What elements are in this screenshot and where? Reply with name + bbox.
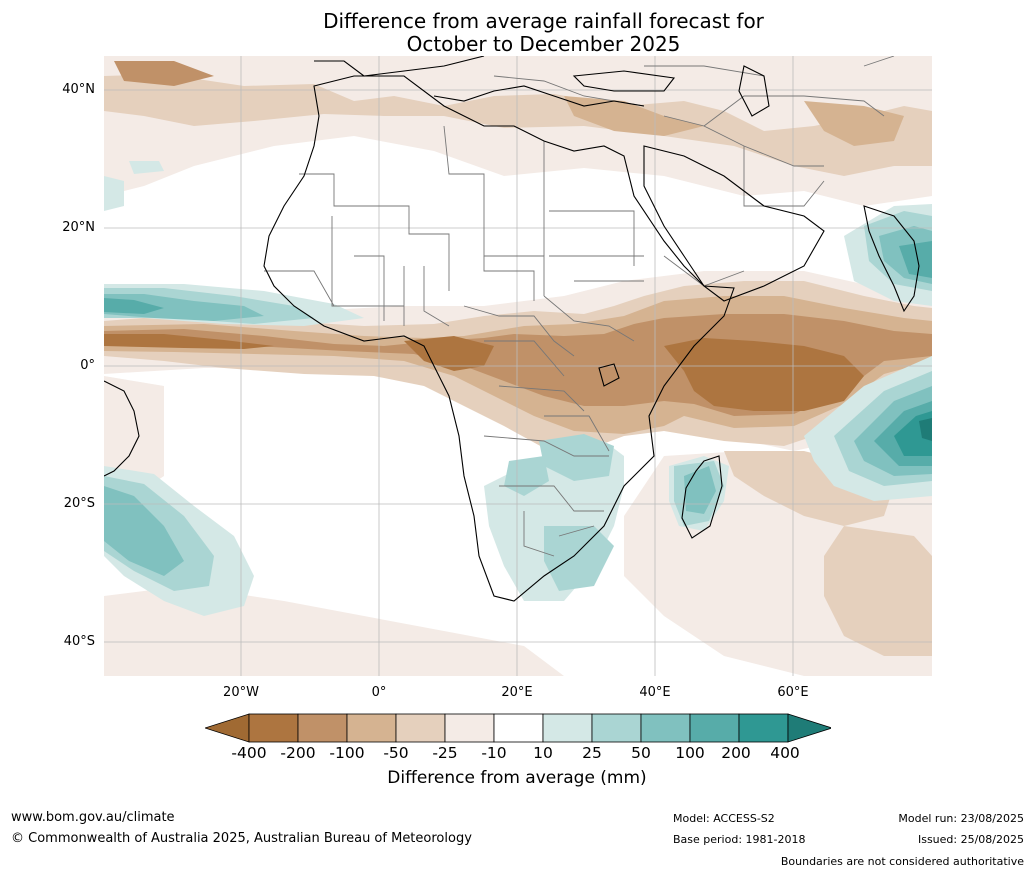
boundaries-disclaimer: Boundaries are not considered authoritat…	[780, 855, 1024, 868]
website-link[interactable]: www.bom.gov.au/climate	[11, 810, 175, 825]
south-america-coastline	[104, 380, 140, 477]
legend-tick: -400	[231, 744, 267, 762]
anomaly-dry-200-indian-ocean	[664, 338, 864, 411]
legend-swatch	[640, 713, 691, 743]
mediterranean-coastline	[433, 85, 645, 107]
wet-anomaly-regions	[104, 161, 932, 616]
anomaly-wet-50-atlantic-north	[104, 294, 264, 321]
anomaly-wet-10-north-patch	[104, 176, 124, 211]
lat-label-20s: 20°S	[63, 496, 95, 511]
lon-label-20e: 20°E	[501, 685, 533, 700]
black-sea-coastline	[572, 70, 676, 92]
legend-swatch	[297, 713, 348, 743]
anomaly-wet-50-atlantic-south	[104, 486, 184, 576]
arabia-coastline	[643, 145, 825, 302]
legend-tick: 10	[533, 744, 553, 762]
lake-victoria	[598, 363, 620, 387]
copyright-notice: © Commonwealth of Australia 2025, Austra…	[11, 831, 472, 846]
legend-swatch	[493, 713, 544, 743]
lat-label-40n: 40°N	[62, 82, 95, 97]
legend-swatch	[444, 713, 495, 743]
legend-tick: -100	[329, 744, 365, 762]
madagascar-coastline	[681, 455, 723, 539]
legend-tick: -25	[432, 744, 458, 762]
lat-label-20n: 20°N	[62, 220, 95, 235]
lon-label-0: 0°	[371, 685, 387, 700]
anomaly-wet-100-arabian-sea	[899, 241, 932, 278]
legend-colorbar	[205, 713, 831, 743]
legend-swatch-max-extend	[787, 713, 831, 743]
legend-title: Difference from average (mm)	[387, 768, 647, 788]
lon-label-60e: 60°E	[777, 685, 809, 700]
rainfall-anomaly-map	[104, 56, 932, 676]
lat-label-40s: 40°S	[63, 634, 95, 649]
europe-coastline	[314, 56, 485, 77]
anomaly-dry-200-congo	[404, 336, 494, 371]
model-name: Model: ACCESS-S2	[673, 812, 775, 825]
legend-tick: -10	[481, 744, 507, 762]
legend-swatch	[738, 713, 789, 743]
legend-swatch	[689, 713, 740, 743]
legend-tick: 25	[582, 744, 602, 762]
anomaly-dry-25-south-ocean	[824, 526, 932, 656]
legend-tick: -50	[383, 744, 409, 762]
anomaly-dry-25-north	[104, 74, 932, 176]
india-coastline	[863, 205, 920, 313]
anomaly-wet-10-mid-atlantic-patch	[129, 161, 164, 174]
legend-swatch-min-extend	[205, 713, 250, 743]
legend-tick: 100	[675, 744, 705, 762]
map-title-line-2: October to December 2025	[406, 32, 681, 56]
anomaly-wet-400-south-indian	[919, 418, 932, 441]
anomaly-dry-50-mideast	[564, 96, 704, 136]
lat-label-0: 0°	[80, 358, 95, 373]
base-period: Base period: 1981-2018	[673, 833, 806, 846]
legend-swatch	[346, 713, 397, 743]
map-title-line-1: Difference from average rainfall forecas…	[323, 9, 764, 33]
lon-label-20w: 20°W	[223, 685, 259, 700]
legend-swatch	[542, 713, 593, 743]
country-boundaries	[264, 56, 895, 557]
legend-tick: -200	[280, 744, 316, 762]
caspian-coastline	[738, 65, 770, 117]
issued-date: Issued: 25/08/2025	[917, 833, 1024, 846]
legend-tick: 200	[721, 744, 751, 762]
legend-tick: 400	[770, 744, 800, 762]
africa-coastline	[263, 75, 735, 602]
legend-swatch	[591, 713, 642, 743]
legend-swatch	[395, 713, 446, 743]
legend-tick: 50	[631, 744, 651, 762]
legend-swatch	[248, 713, 299, 743]
map-canvas	[104, 56, 932, 676]
anomaly-wet-100-atlantic-north	[104, 298, 164, 314]
graticule	[104, 56, 932, 676]
anomaly-dry-200-sea-north	[114, 61, 214, 86]
model-run-date: Model run: 23/08/2025	[898, 812, 1024, 825]
anomaly-dry-200-atlantic	[104, 334, 274, 349]
anomaly-wet-25-south-africa	[544, 526, 614, 591]
lon-label-40e: 40°E	[639, 685, 671, 700]
coastlines	[104, 56, 920, 602]
anomaly-wet-25-southern-africa	[539, 434, 614, 481]
